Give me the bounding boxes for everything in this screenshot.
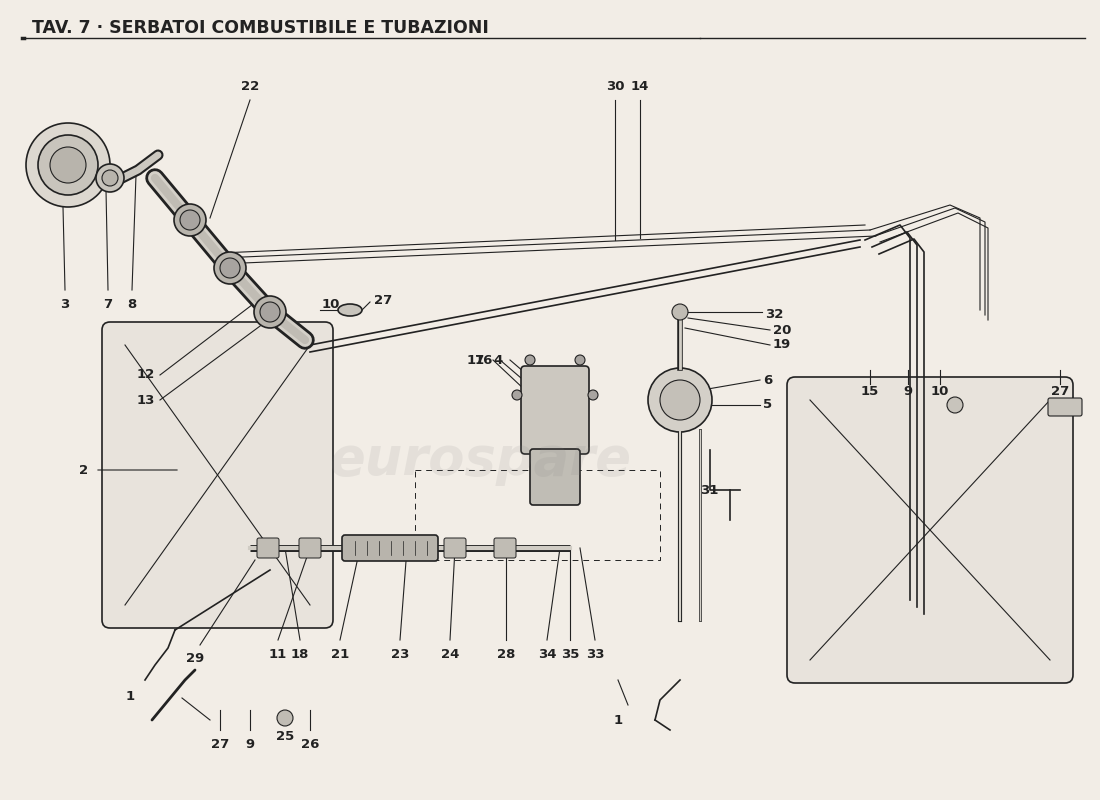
- Text: 3: 3: [60, 298, 69, 311]
- Text: 31: 31: [700, 483, 718, 497]
- Text: 2: 2: [79, 463, 88, 477]
- FancyBboxPatch shape: [394, 538, 416, 558]
- Text: eurospare: eurospare: [329, 434, 631, 486]
- Circle shape: [648, 368, 712, 432]
- FancyBboxPatch shape: [349, 538, 371, 558]
- Circle shape: [96, 164, 124, 192]
- Circle shape: [260, 302, 280, 322]
- Text: 16: 16: [474, 354, 493, 366]
- FancyBboxPatch shape: [530, 449, 580, 505]
- Text: TAV. 7 · SERBATOI COMBUSTIBILE E TUBAZIONI: TAV. 7 · SERBATOI COMBUSTIBILE E TUBAZIO…: [32, 19, 488, 37]
- Text: 30: 30: [606, 80, 625, 93]
- Circle shape: [277, 710, 293, 726]
- Circle shape: [512, 390, 522, 400]
- Text: 34: 34: [538, 648, 557, 661]
- Text: 5: 5: [763, 398, 772, 411]
- Text: 22: 22: [241, 80, 260, 93]
- Text: 23: 23: [390, 648, 409, 661]
- Text: 33: 33: [585, 648, 604, 661]
- Circle shape: [525, 355, 535, 365]
- Circle shape: [220, 258, 240, 278]
- FancyBboxPatch shape: [102, 322, 333, 628]
- Circle shape: [174, 204, 206, 236]
- Text: 9: 9: [245, 738, 254, 751]
- FancyBboxPatch shape: [494, 538, 516, 558]
- Text: 4: 4: [494, 354, 503, 366]
- Ellipse shape: [338, 304, 362, 316]
- Text: 32: 32: [764, 308, 783, 321]
- FancyBboxPatch shape: [521, 366, 588, 454]
- Text: 27: 27: [211, 738, 229, 751]
- Text: 7: 7: [103, 298, 112, 311]
- Text: 29: 29: [186, 652, 205, 665]
- Text: 12: 12: [136, 369, 155, 382]
- Circle shape: [39, 135, 98, 195]
- Circle shape: [50, 147, 86, 183]
- Text: 18: 18: [290, 648, 309, 661]
- Circle shape: [672, 304, 688, 320]
- FancyBboxPatch shape: [342, 535, 438, 561]
- Text: 27: 27: [374, 294, 393, 306]
- Circle shape: [180, 210, 200, 230]
- Text: 13: 13: [136, 394, 155, 406]
- Circle shape: [575, 355, 585, 365]
- Text: 21: 21: [331, 648, 349, 661]
- Text: 1: 1: [614, 714, 623, 727]
- Text: 20: 20: [773, 323, 791, 337]
- Text: 25: 25: [276, 730, 294, 743]
- Text: 10: 10: [321, 298, 340, 311]
- Text: 28: 28: [497, 648, 515, 661]
- Text: 9: 9: [903, 385, 913, 398]
- Circle shape: [947, 397, 962, 413]
- Text: 14: 14: [630, 80, 649, 93]
- Text: 17: 17: [466, 354, 485, 366]
- FancyBboxPatch shape: [1048, 398, 1082, 416]
- Circle shape: [26, 123, 110, 207]
- Text: 26: 26: [300, 738, 319, 751]
- Text: 15: 15: [861, 385, 879, 398]
- Circle shape: [102, 170, 118, 186]
- FancyBboxPatch shape: [444, 538, 466, 558]
- Text: 6: 6: [763, 374, 772, 386]
- FancyBboxPatch shape: [786, 377, 1072, 683]
- Circle shape: [588, 390, 598, 400]
- Text: 1: 1: [125, 690, 134, 703]
- Circle shape: [254, 296, 286, 328]
- Text: 11: 11: [268, 648, 287, 661]
- Text: 19: 19: [773, 338, 791, 351]
- FancyBboxPatch shape: [299, 538, 321, 558]
- Text: 27: 27: [1050, 385, 1069, 398]
- FancyBboxPatch shape: [257, 538, 279, 558]
- Circle shape: [660, 380, 700, 420]
- Circle shape: [214, 252, 246, 284]
- Text: 8: 8: [128, 298, 136, 311]
- Text: 24: 24: [441, 648, 459, 661]
- Text: 10: 10: [931, 385, 949, 398]
- Text: 35: 35: [561, 648, 580, 661]
